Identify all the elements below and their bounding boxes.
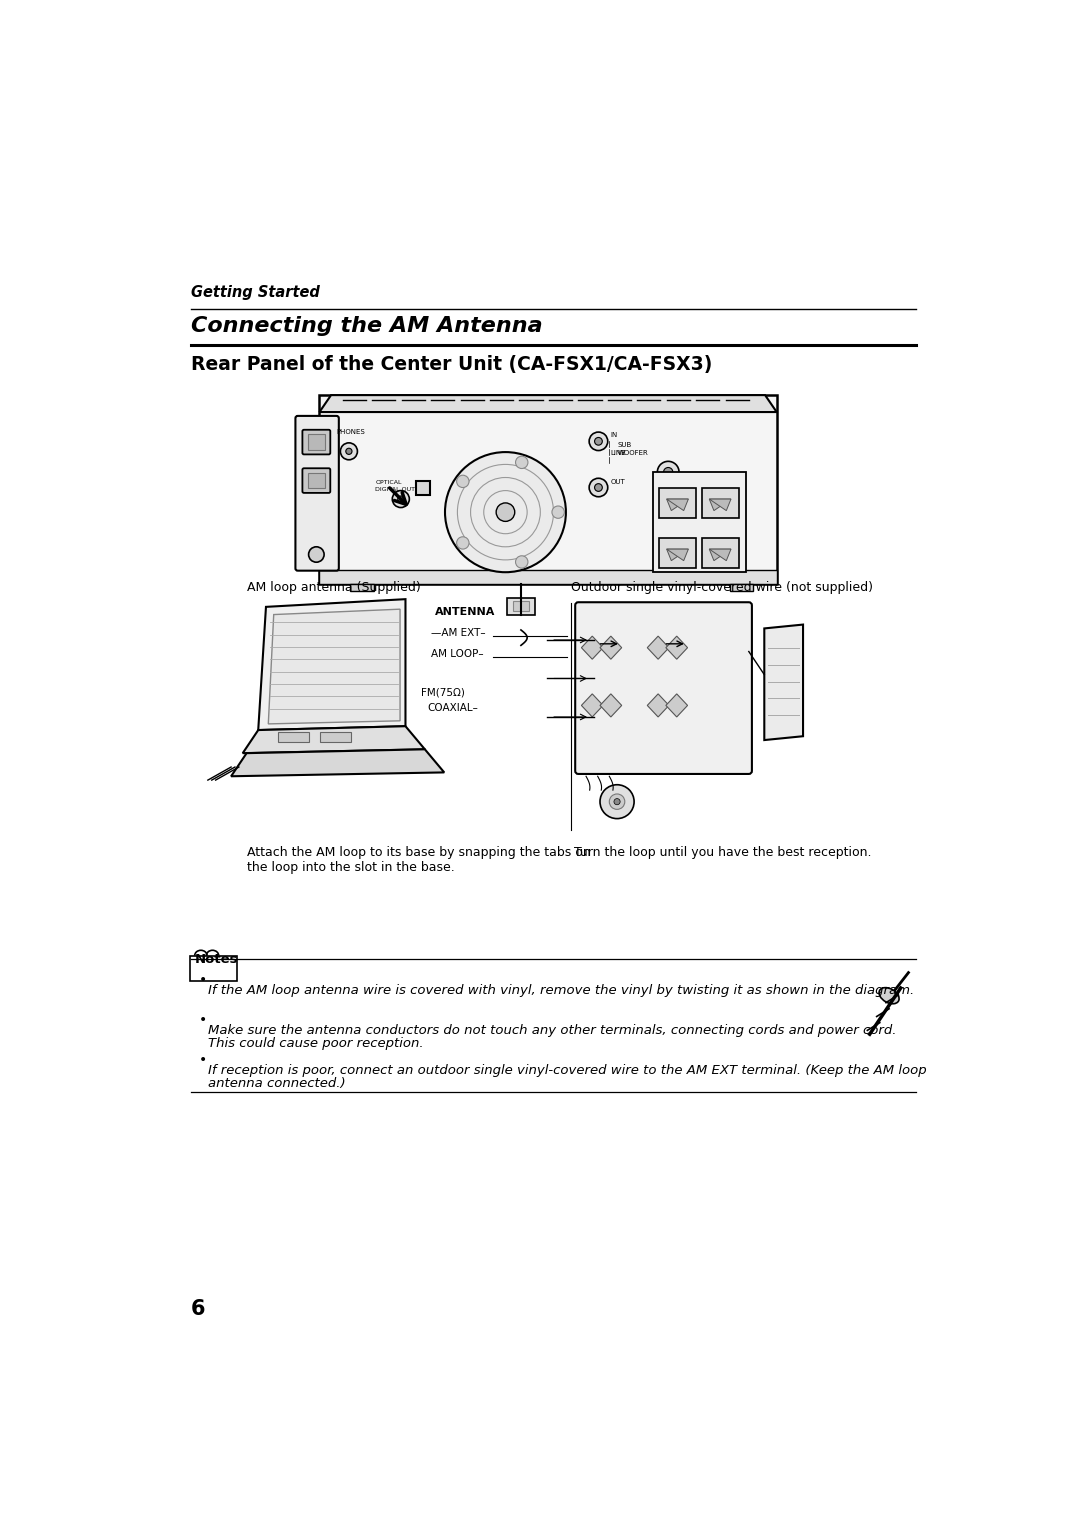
Text: •: • <box>199 1053 206 1067</box>
Text: antenna connected.): antenna connected.) <box>207 1077 346 1089</box>
Bar <box>278 732 309 741</box>
Text: COAXIAL–: COAXIAL– <box>428 703 478 712</box>
Text: PHONES: PHONES <box>337 429 365 434</box>
Text: Turn the loop until you have the best reception.: Turn the loop until you have the best re… <box>575 845 872 859</box>
Bar <box>702 538 739 568</box>
Circle shape <box>600 785 634 819</box>
Circle shape <box>457 475 469 487</box>
Circle shape <box>552 506 565 518</box>
FancyBboxPatch shape <box>302 468 330 494</box>
Bar <box>702 487 739 518</box>
Polygon shape <box>666 500 688 510</box>
Circle shape <box>663 468 673 477</box>
Polygon shape <box>666 500 688 510</box>
Text: SUB: SUB <box>618 443 632 449</box>
Bar <box>513 601 529 611</box>
Text: Attach the AM loop to its base by snapping the tabs on
the loop into the slot in: Attach the AM loop to its base by snappi… <box>246 845 591 874</box>
Circle shape <box>515 457 528 469</box>
Polygon shape <box>647 636 669 659</box>
Circle shape <box>457 536 469 549</box>
Bar <box>659 538 697 568</box>
Polygon shape <box>710 500 731 510</box>
Circle shape <box>658 461 679 483</box>
Polygon shape <box>320 396 777 413</box>
Bar <box>350 584 374 591</box>
Text: Make sure the antenna conductors do not touch any other terminals, connecting co: Make sure the antenna conductors do not … <box>207 1024 896 1038</box>
Polygon shape <box>581 636 603 659</box>
Polygon shape <box>710 549 731 561</box>
Polygon shape <box>710 549 731 561</box>
Text: Getting Started: Getting Started <box>191 286 320 301</box>
Text: If the AM loop antenna wire is covered with vinyl, remove the vinyl by twisting : If the AM loop antenna wire is covered w… <box>207 984 914 998</box>
Bar <box>652 472 745 571</box>
Polygon shape <box>600 694 622 717</box>
Circle shape <box>309 547 324 562</box>
Circle shape <box>397 497 404 503</box>
Text: AM loop antenna (Supplied): AM loop antenna (Supplied) <box>246 582 420 594</box>
Circle shape <box>590 432 608 451</box>
Text: IN: IN <box>611 432 618 439</box>
Polygon shape <box>268 610 400 724</box>
Polygon shape <box>600 636 622 659</box>
Bar <box>416 481 430 495</box>
Text: OPTICAL: OPTICAL <box>375 480 402 484</box>
Circle shape <box>392 490 409 507</box>
Bar <box>308 434 325 449</box>
Circle shape <box>590 478 608 497</box>
Circle shape <box>613 799 620 805</box>
Text: Notes: Notes <box>194 953 239 966</box>
FancyBboxPatch shape <box>302 429 330 454</box>
Text: 6: 6 <box>191 1299 205 1319</box>
FancyBboxPatch shape <box>190 957 237 981</box>
Ellipse shape <box>879 987 899 1004</box>
Polygon shape <box>666 549 688 561</box>
Circle shape <box>346 448 352 454</box>
Polygon shape <box>647 694 669 717</box>
Text: ANTENNA: ANTENNA <box>435 607 496 617</box>
Bar <box>507 597 535 614</box>
Text: OUT: OUT <box>611 478 625 484</box>
Circle shape <box>340 443 357 460</box>
Polygon shape <box>258 599 405 730</box>
Text: LINE: LINE <box>611 451 626 457</box>
Polygon shape <box>765 625 804 740</box>
Text: Rear Panel of the Center Unit (CA-FSX1/CA-FSX3): Rear Panel of the Center Unit (CA-FSX1/C… <box>191 354 712 374</box>
Polygon shape <box>710 500 731 510</box>
Bar <box>730 584 754 591</box>
Polygon shape <box>243 726 424 753</box>
Text: Outdoor single vinyl-covered wire (not supplied): Outdoor single vinyl-covered wire (not s… <box>570 582 873 594</box>
Circle shape <box>609 795 625 810</box>
Polygon shape <box>666 549 688 561</box>
Text: AM LOOP–: AM LOOP– <box>431 649 484 659</box>
FancyBboxPatch shape <box>576 602 752 775</box>
Polygon shape <box>666 694 688 717</box>
Polygon shape <box>581 694 603 717</box>
Circle shape <box>496 503 515 521</box>
Polygon shape <box>666 636 688 659</box>
Circle shape <box>595 484 603 492</box>
Bar <box>659 487 697 518</box>
Text: If reception is poor, connect an outdoor single vinyl-covered wire to the AM EXT: If reception is poor, connect an outdoor… <box>207 1063 927 1077</box>
Polygon shape <box>231 749 444 776</box>
FancyBboxPatch shape <box>296 416 339 570</box>
Text: •: • <box>199 1013 206 1027</box>
Text: DIGITAL OUT: DIGITAL OUT <box>375 487 415 492</box>
Text: Connecting the AM Antenna: Connecting the AM Antenna <box>191 316 542 336</box>
Bar <box>308 472 325 489</box>
Text: —AM EXT–: —AM EXT– <box>431 628 486 639</box>
Text: •: • <box>199 973 206 987</box>
Text: WOOFER: WOOFER <box>618 451 649 457</box>
Circle shape <box>445 452 566 571</box>
Circle shape <box>515 556 528 568</box>
Text: FM(75Ω): FM(75Ω) <box>421 688 464 697</box>
Bar <box>321 732 351 741</box>
Circle shape <box>595 437 603 445</box>
FancyBboxPatch shape <box>320 396 777 584</box>
Bar <box>320 570 777 584</box>
Text: This could cause poor reception.: This could cause poor reception. <box>207 1036 423 1050</box>
